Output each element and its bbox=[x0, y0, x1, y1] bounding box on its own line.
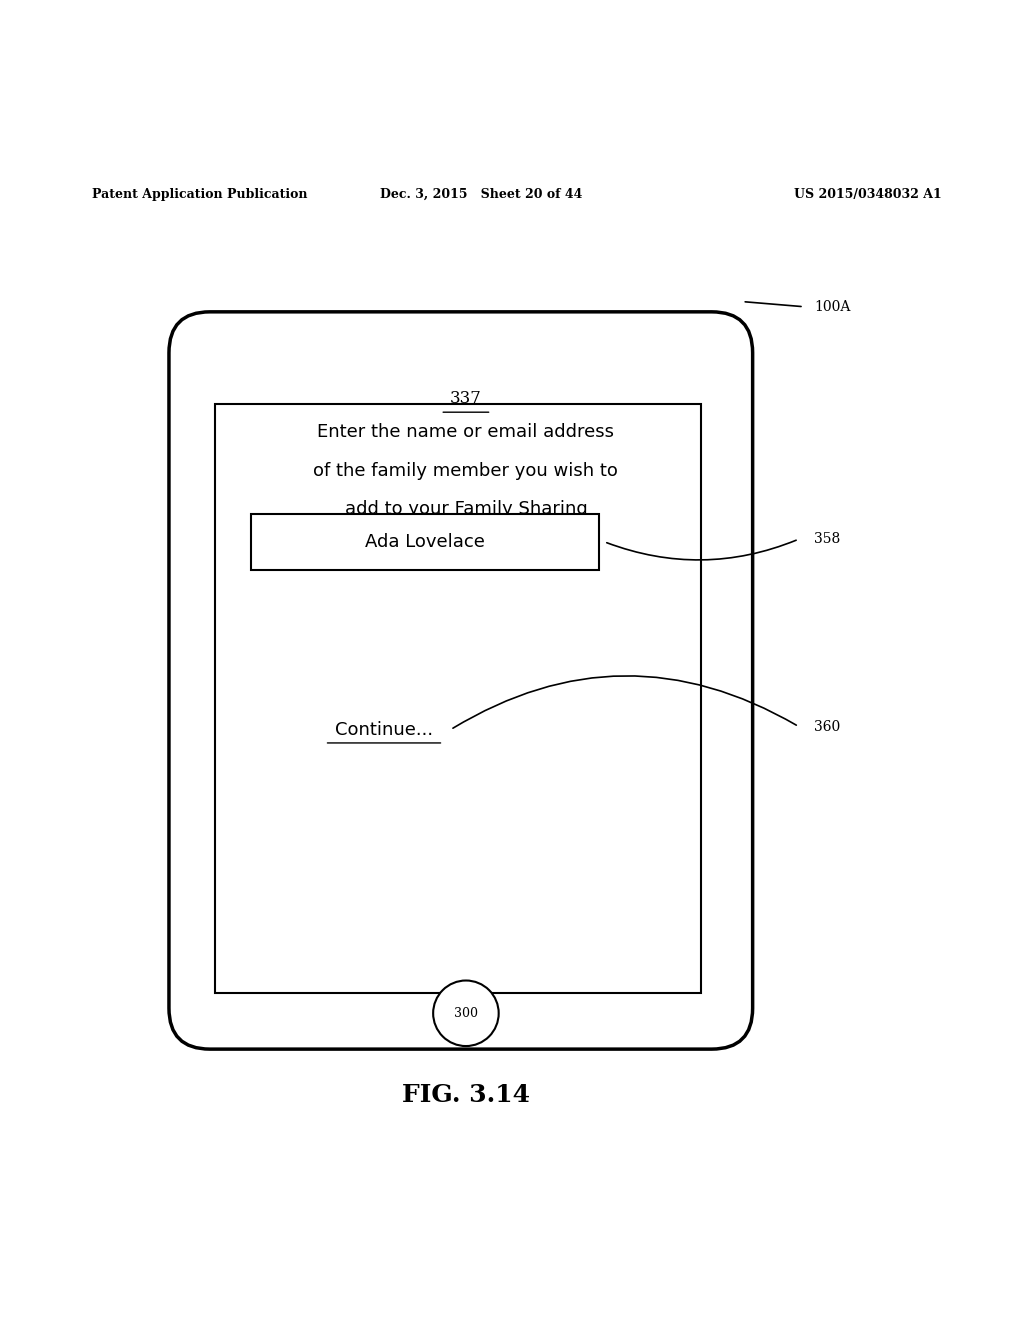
Bar bbox=[215, 404, 701, 993]
Bar bbox=[251, 513, 599, 570]
Text: Continue...: Continue... bbox=[335, 721, 433, 739]
FancyBboxPatch shape bbox=[169, 312, 753, 1049]
Text: 300: 300 bbox=[454, 1007, 478, 1020]
Text: 100A: 100A bbox=[814, 300, 851, 314]
Circle shape bbox=[433, 981, 499, 1045]
Text: 358: 358 bbox=[814, 532, 841, 546]
Text: FIG. 3.14: FIG. 3.14 bbox=[401, 1084, 530, 1107]
Text: add to your Family Sharing: add to your Family Sharing bbox=[344, 500, 588, 519]
Text: 360: 360 bbox=[814, 719, 841, 734]
Text: Enter the name or email address: Enter the name or email address bbox=[317, 422, 614, 441]
Text: Ada Lovelace: Ada Lovelace bbox=[365, 533, 485, 550]
Text: Dec. 3, 2015   Sheet 20 of 44: Dec. 3, 2015 Sheet 20 of 44 bbox=[380, 187, 583, 201]
Text: of the family member you wish to: of the family member you wish to bbox=[313, 462, 618, 479]
Text: Patent Application Publication: Patent Application Publication bbox=[92, 187, 307, 201]
Text: 337: 337 bbox=[450, 391, 482, 408]
Text: US 2015/0348032 A1: US 2015/0348032 A1 bbox=[795, 187, 942, 201]
